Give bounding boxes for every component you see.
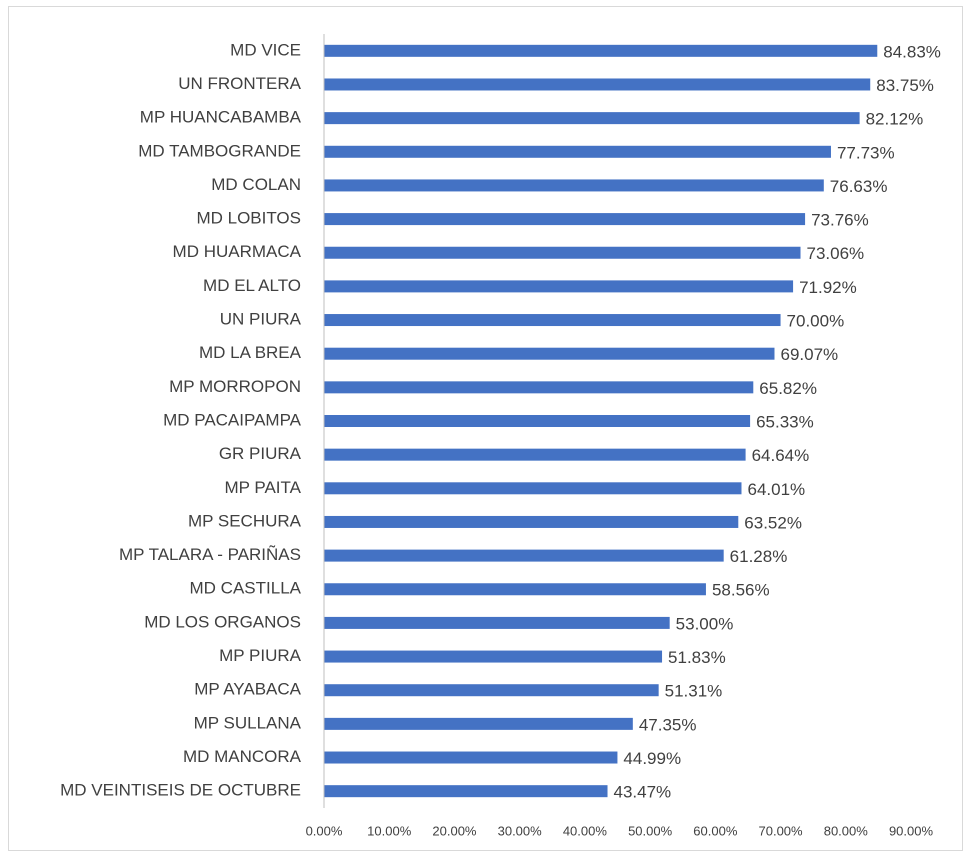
bar (324, 751, 618, 764)
x-tick-label: 0.00% (306, 823, 343, 838)
x-tick-label: 30.00% (498, 823, 543, 838)
x-tick-label: 20.00% (432, 823, 477, 838)
bar (324, 246, 801, 259)
x-tick-label: 40.00% (563, 823, 608, 838)
value-label: 73.76% (811, 211, 869, 230)
bar (324, 650, 663, 663)
y-tick-label: UN PIURA (220, 310, 302, 329)
value-label: 73.06% (807, 244, 865, 263)
value-label: 47.35% (639, 715, 697, 734)
value-label: 65.33% (756, 412, 814, 431)
y-tick-label: MP PAITA (224, 478, 301, 497)
value-label: 70.00% (787, 312, 845, 331)
y-tick-label: UN FRONTERA (178, 74, 301, 93)
value-label: 69.07% (780, 345, 838, 364)
x-tick-label: 90.00% (889, 823, 934, 838)
bar (324, 415, 751, 427)
value-label: 64.01% (747, 480, 805, 499)
value-label: 63.52% (744, 513, 802, 532)
bar (324, 616, 670, 629)
bar (324, 213, 806, 226)
value-label: 82.12% (866, 110, 924, 129)
value-label: 61.28% (730, 547, 788, 566)
y-tick-label: MD VICE (230, 40, 301, 59)
x-tick-label: 50.00% (628, 823, 673, 838)
y-tick-label: MD HUARMACA (173, 242, 302, 261)
value-label: 84.83% (883, 42, 941, 61)
y-tick-label: MD LA BREA (199, 343, 302, 362)
value-label: 71.92% (799, 278, 857, 297)
bar (324, 515, 739, 528)
y-tick-label: MP SULLANA (194, 713, 302, 732)
bar (324, 448, 746, 461)
bar (324, 717, 633, 730)
y-tick-label: MD TAMBOGRANDE (138, 141, 301, 160)
y-tick-label: MD EL ALTO (203, 276, 301, 295)
value-label: 77.73% (837, 143, 895, 162)
bar (324, 280, 794, 293)
value-label: 53.00% (676, 614, 734, 633)
y-tick-label: MD LOS ORGANOS (144, 612, 301, 631)
y-tick-label: MD CASTILLA (190, 579, 302, 598)
x-tick-label: 10.00% (367, 823, 412, 838)
bar (324, 684, 659, 697)
x-tick-label: 60.00% (693, 823, 738, 838)
value-label: 43.47% (614, 783, 672, 802)
y-tick-label: MD LOBITOS (196, 209, 301, 228)
y-tick-label: GR PIURA (219, 444, 302, 463)
bar (324, 549, 724, 562)
bar (324, 145, 831, 158)
bar (324, 112, 860, 125)
value-label: 65.82% (759, 379, 817, 398)
y-tick-label: MP AYABACA (194, 680, 301, 699)
value-label: 64.64% (752, 446, 810, 465)
y-tick-label: MD PACAIPAMPA (163, 410, 302, 429)
y-tick-label: MD VEINTISEIS DE OCTUBRE (60, 781, 301, 800)
y-tick-label: MP TALARA - PARIÑAS (119, 545, 301, 564)
bar (324, 179, 824, 192)
bar (324, 78, 871, 91)
bar (324, 482, 742, 495)
y-tick-label: MD MANCORA (183, 747, 302, 766)
value-label: 51.31% (665, 682, 723, 701)
bar (324, 314, 781, 327)
bar (324, 381, 754, 394)
y-tick-label: MP MORROPON (169, 377, 301, 396)
y-tick-label: MP HUANCABAMBA (140, 108, 302, 127)
x-tick-label: 70.00% (759, 823, 804, 838)
value-label: 51.83% (668, 648, 726, 667)
y-tick-label: MD COLAN (211, 175, 301, 194)
bar (324, 44, 878, 57)
value-label: 58.56% (712, 581, 770, 600)
value-label: 83.75% (876, 76, 934, 95)
y-tick-label: MP SECHURA (188, 511, 302, 530)
x-tick-label: 80.00% (824, 823, 869, 838)
bar (324, 347, 775, 360)
bar (324, 583, 706, 596)
value-label: 44.99% (623, 749, 681, 768)
y-tick-label: MP PIURA (219, 646, 302, 665)
value-label: 76.63% (830, 177, 888, 196)
bar (324, 785, 608, 798)
